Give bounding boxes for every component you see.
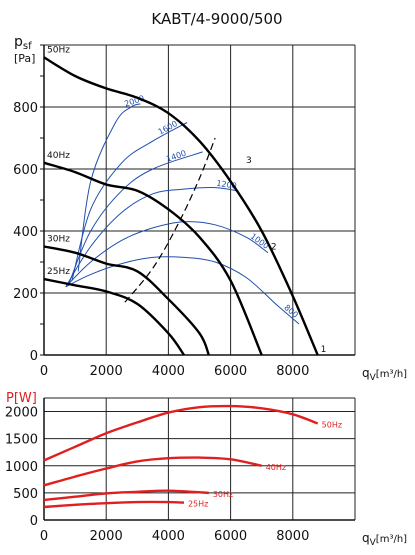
x-tick-label: 4000 [152,364,185,379]
power-curve-label-25Hz: 25Hz [188,500,208,509]
x-axis-label: qV[m³/h] [362,531,407,548]
power-line-label-1200: 1200 [216,179,237,191]
y-tick-label: 600 [13,163,38,178]
pressure-curve-30Hz [43,245,210,356]
y-axis-label-sub: sf [23,41,32,52]
efficiency-line [124,137,216,303]
x-tick-label: 8000 [276,364,309,379]
x-tick-label: 8000 [276,529,309,544]
pressure-curve-40Hz [43,161,263,356]
x-tick-label: 0 [40,529,48,544]
power-curve-label-50Hz: 50Hz [322,420,342,429]
pressure-curve-50Hz [43,56,319,356]
chart-title: KABT/4-9000/500 [151,10,282,28]
operating-line-label-2: 2 [271,243,277,253]
power-curve-label-30Hz: 30Hz [213,490,233,499]
operating-line-label-1: 1 [321,345,327,355]
power-line-2000 [77,103,141,272]
x-axis-label-sub: V [370,538,377,548]
x-tick-label: 6000 [214,529,247,544]
power-curve-30Hz [43,489,209,502]
pressure-plot: 0 2000 4000 6000 8000 0 200 400 600 800 psf[Pa] qV[… [13,34,407,383]
y-axis-unit: [Pa] [14,52,35,65]
power-line-1200 [65,187,237,288]
power-curve-label-40Hz: 40Hz [266,463,286,472]
power-plot: 0 2000 4000 6000 80000500100015002000P[W]qV[… [5,391,407,548]
power-line-1400 [68,151,203,284]
x-tick-label: 0 [40,364,48,379]
x-axis-unit: [m³/h] [376,369,407,380]
y-tick-label: 500 [13,487,38,502]
operating-line-label-3: 3 [246,156,252,166]
x-axis-label: qV[m³/h] [362,366,407,383]
y-tick-label: 1000 [5,460,38,475]
power-curve-40Hz [43,456,262,487]
pressure-curve-label-40Hz: 40Hz [47,151,70,161]
power-line-label-1600: 1600 [157,119,179,137]
x-axis-label-sub: V [370,373,377,383]
x-tick-label: 2000 [90,529,123,544]
power-curve-50Hz [43,404,319,462]
y-tick-label: 2000 [5,406,38,421]
y-tick-label: 1500 [5,433,38,448]
y-tick-label: 800 [13,101,38,116]
pressure-curve-label-50Hz: 50Hz [47,45,70,55]
y-tick-label: 200 [13,287,38,302]
power-line-800 [65,256,300,325]
x-tick-label: 4000 [152,529,185,544]
x-tick-label: 2000 [90,364,123,379]
power-curve-25Hz [43,500,185,509]
pressure-curve-label-30Hz: 30Hz [47,235,70,245]
x-tick-label: 6000 [214,364,247,379]
x-axis-unit: [m³/h] [376,534,407,545]
y-tick-label: 0 [30,349,38,364]
y-axis-label: P[W] [6,391,37,406]
pressure-curve-label-25Hz: 25Hz [47,267,70,277]
y-axis-label: psf [14,34,32,52]
y-tick-label: 400 [13,225,38,240]
power-line-1600 [71,122,188,281]
pressure-curve-25Hz [43,277,185,356]
y-tick-label: 0 [30,514,38,529]
